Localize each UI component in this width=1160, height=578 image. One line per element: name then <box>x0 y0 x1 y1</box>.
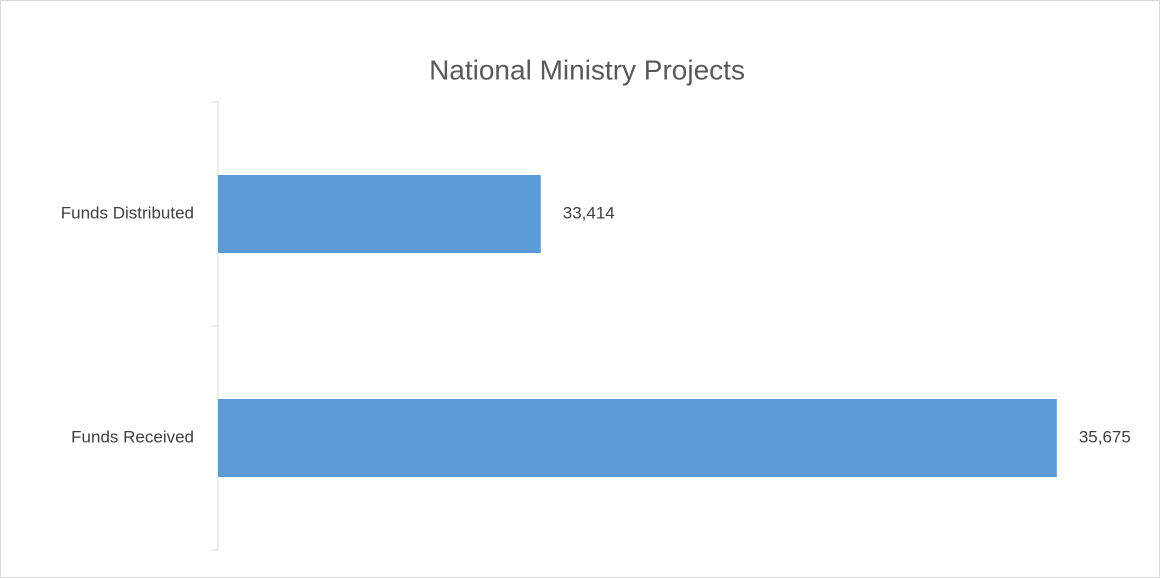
bar <box>218 175 541 253</box>
data-label: 33,414 <box>563 203 615 222</box>
y-tick-label: Funds Received <box>71 427 194 446</box>
y-tick-label: Funds Distributed <box>61 203 194 222</box>
data-label: 35,675 <box>1079 427 1131 446</box>
bar <box>218 399 1057 477</box>
chart-title: National Ministry Projects <box>429 54 745 85</box>
